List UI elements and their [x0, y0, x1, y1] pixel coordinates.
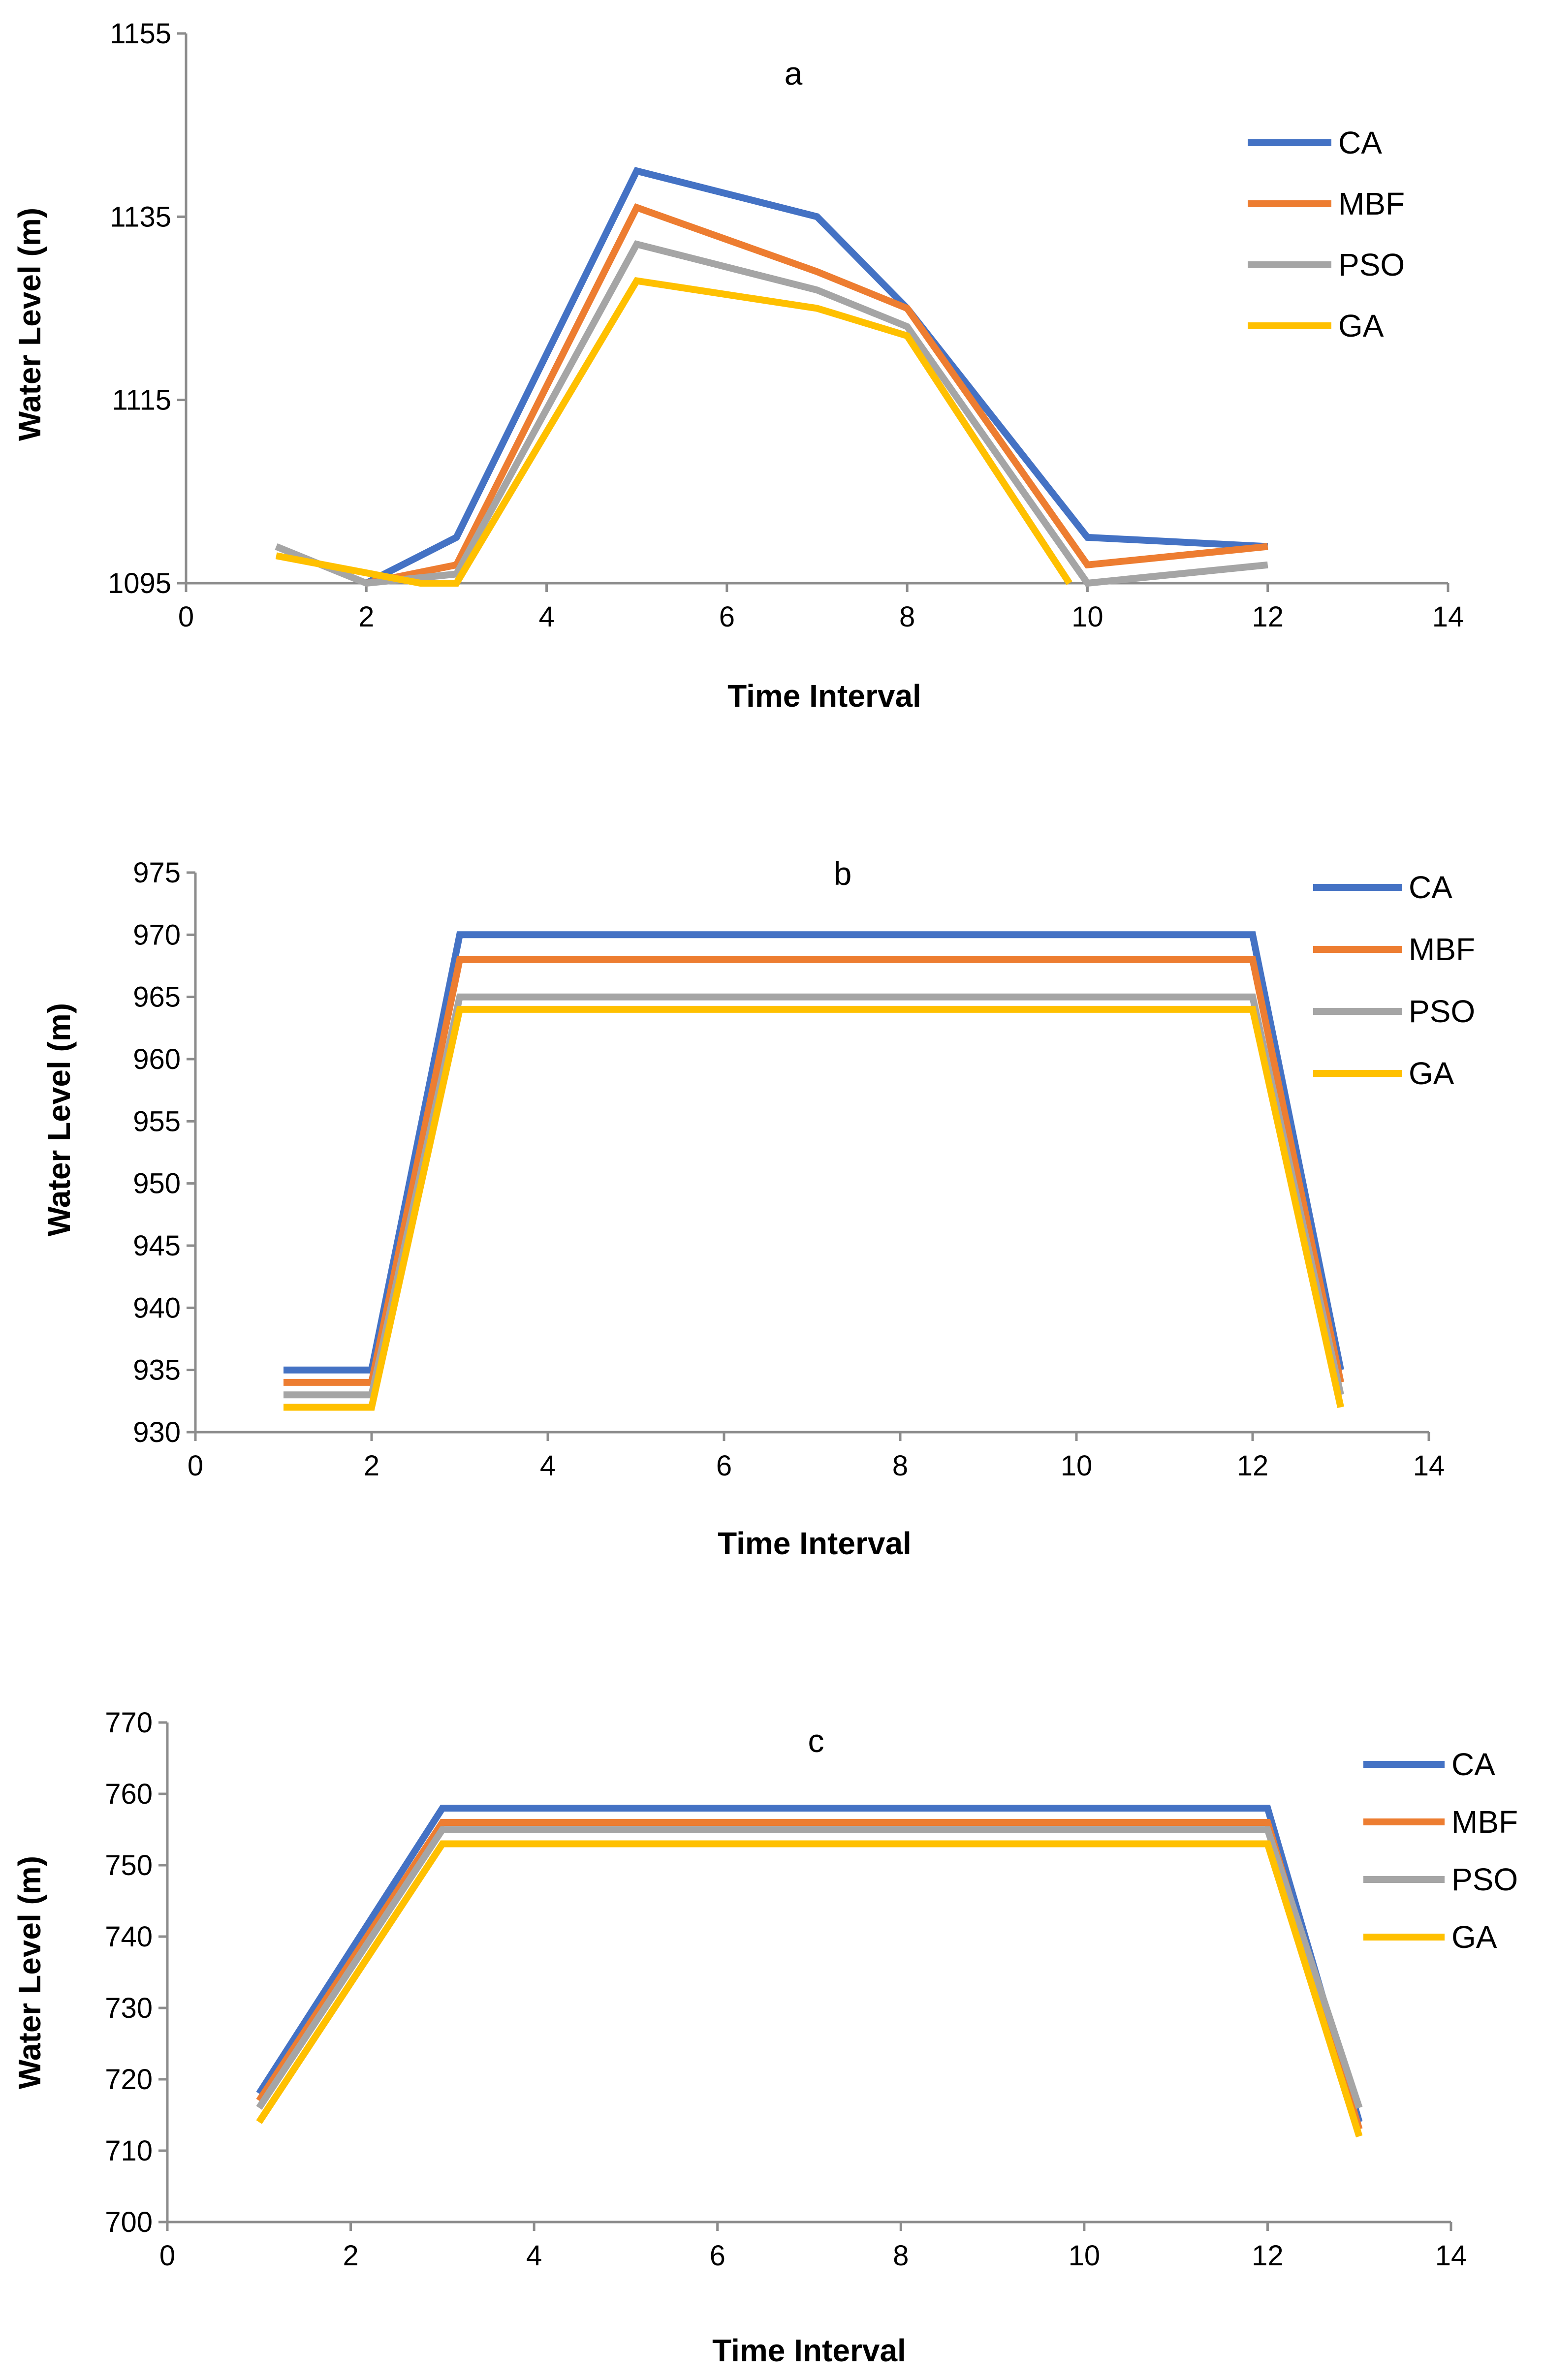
chart-c-x-tick-label: 6: [710, 2240, 725, 2272]
chart-c-x-tick-label: 0: [159, 2240, 175, 2272]
chart-a-x-tick-label: 2: [358, 601, 374, 633]
chart-a-x-tick-label: 10: [1071, 601, 1103, 633]
chart-b-y-tick-label: 935: [133, 1354, 181, 1386]
chart-c-y-tick-label: 750: [105, 1849, 153, 1881]
chart-b-x-axis-title: Time Interval: [718, 1526, 912, 1561]
chart-b-x-tick-label: 12: [1237, 1450, 1269, 1482]
chart-a-x-tick-label: 4: [538, 601, 554, 633]
chart-b-legend-label-ca: CA: [1409, 870, 1452, 905]
chart-c-x-tick-label: 10: [1069, 2240, 1101, 2272]
chart-c-legend-label-ca: CA: [1451, 1747, 1495, 1782]
chart-c-legend-label-ga: GA: [1451, 1919, 1497, 1955]
chart-b-y-tick-label: 965: [133, 981, 181, 1013]
chart-b-title: b: [834, 855, 852, 892]
chart-b-x-tick-label: 0: [188, 1450, 203, 1482]
chart-a-y-tick-label: 1115: [112, 384, 171, 416]
chart-c-x-tick-label: 8: [893, 2240, 909, 2272]
chart-c-x-tick-label: 2: [343, 2240, 358, 2272]
chart-b-y-tick-label: 970: [133, 919, 181, 951]
chart-b-x-tick-label: 4: [540, 1450, 556, 1482]
chart-b-y-tick-label: 930: [133, 1416, 181, 1448]
chart-b-y-tick-label: 960: [133, 1043, 181, 1075]
chart-b-legend-label-ga: GA: [1409, 1056, 1454, 1091]
chart-c-y-tick-label: 770: [105, 1707, 153, 1739]
chart-a-y-tick-label: 1095: [108, 567, 171, 599]
chart-a-x-tick-label: 12: [1252, 601, 1284, 633]
chart-b-y-tick-label: 975: [133, 857, 181, 889]
chart-b-legend-label-mbf: MBF: [1409, 932, 1475, 967]
chart-c-y-tick-label: 730: [105, 1992, 153, 2024]
chart-c-x-tick-label: 4: [526, 2240, 542, 2272]
chart-c-x-tick-label: 12: [1252, 2240, 1284, 2272]
chart-b-y-axis-title: Water Level (m): [41, 1003, 77, 1236]
chart-a-x-tick-label: 6: [719, 601, 735, 633]
chart-b-x-tick-label: 2: [364, 1450, 379, 1482]
chart-a-x-tick-label: 0: [178, 601, 194, 633]
chart-c-y-tick-label: 740: [105, 1921, 153, 1953]
chart-c-y-tick-label: 760: [105, 1778, 153, 1810]
chart-a-legend-label-ga: GA: [1338, 308, 1384, 344]
chart-a-legend-label-mbf: MBF: [1338, 186, 1405, 221]
figure: 1095 1115 1135 1155 0 2 4 6 8 10 12 14 a Time Inter…: [0, 0, 1544, 2380]
chart-c-y-tick-label: 720: [105, 2064, 153, 2096]
chart-a-y-tick-label: 1135: [110, 201, 171, 233]
chart-c-y-axis-title: Water Level (m): [12, 1856, 47, 2089]
chart-b-x-tick-label: 8: [892, 1450, 908, 1482]
chart-c-legend-label-mbf: MBF: [1451, 1804, 1518, 1840]
chart-b-x-tick-label: 6: [716, 1450, 732, 1482]
chart-a-x-tick-label: 14: [1432, 601, 1464, 633]
chart-b-y-tick-label: 950: [133, 1168, 181, 1200]
chart-b-y-tick-label: 955: [133, 1105, 181, 1137]
chart-b-y-tick-label: 940: [133, 1292, 181, 1324]
chart-b-x-tick-label: 14: [1413, 1450, 1445, 1482]
chart-b-y-tick-label: 945: [133, 1230, 181, 1262]
chart-c-x-tick-label: 14: [1435, 2240, 1467, 2272]
figure-background: [0, 0, 1544, 2380]
chart-c-y-tick-label: 710: [105, 2135, 153, 2167]
chart-a-legend-label-pso: PSO: [1338, 247, 1405, 282]
chart-c-x-axis-title: Time Interval: [712, 2333, 906, 2368]
chart-a-y-tick-label: 1155: [110, 18, 171, 50]
chart-a-legend-label-ca: CA: [1338, 125, 1382, 160]
chart-c-legend-label-pso: PSO: [1451, 1862, 1518, 1897]
chart-a-x-tick-label: 8: [899, 601, 915, 633]
chart-a-x-axis-title: Time Interval: [727, 678, 921, 714]
chart-a-y-axis-title: Water Level (m): [12, 208, 47, 441]
chart-b-x-tick-label: 10: [1061, 1450, 1093, 1482]
chart-c-title: c: [808, 1722, 824, 1759]
chart-b-legend-label-pso: PSO: [1409, 994, 1475, 1029]
chart-c-y-tick-label: 700: [105, 2206, 153, 2238]
chart-a-title: a: [785, 55, 803, 92]
